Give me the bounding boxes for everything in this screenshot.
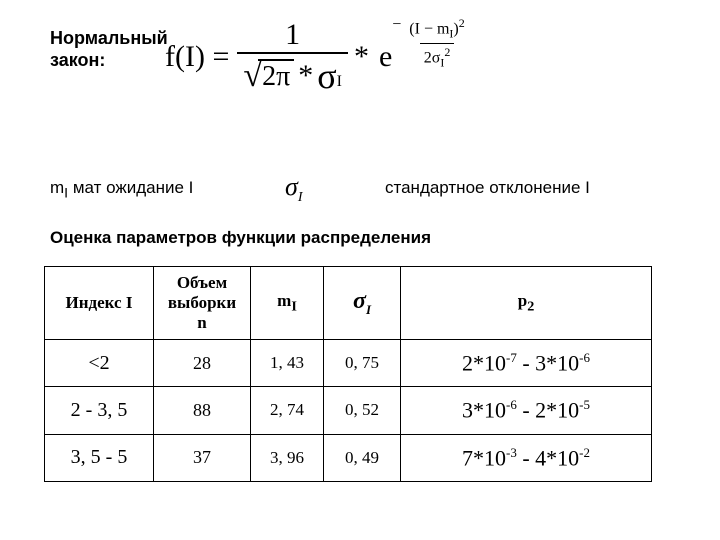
sigma-definition: стандартное отклонение I <box>385 178 590 198</box>
formula-exponent: (I − mI)2 2σI2 <box>405 16 468 70</box>
table-header-row: Индекс I Объем выборки n mI σI p2 <box>45 267 652 340</box>
header-index: Индекс I <box>45 267 154 340</box>
subtitle: Оценка параметров функции распределения <box>50 228 431 248</box>
heading: Нормальный закон: <box>50 28 168 71</box>
cell-sigma: 0, 52 <box>324 387 401 434</box>
formula-star1: * <box>298 61 313 91</box>
cell-p2: 7*10-3 - 4*10-2 <box>401 434 652 481</box>
cell-sigma: 0, 75 <box>324 340 401 387</box>
formula-sigma-sub: I <box>337 74 342 90</box>
cell-n: 28 <box>154 340 251 387</box>
cell-idx: <2 <box>45 340 154 387</box>
cell-idx: 3, 5 - 5 <box>45 434 154 481</box>
formula-exp-neg: − <box>392 16 401 34</box>
cell-m: 2, 74 <box>251 387 324 434</box>
header-sigma: σI <box>324 267 401 340</box>
table-row: 3, 5 - 5 37 3, 96 0, 49 7*10-3 - 4*10-2 <box>45 434 652 481</box>
parameter-definitions: mI мат ожидание I σI стандартное отклоне… <box>50 178 670 201</box>
sigma-symbol: σI <box>285 172 303 206</box>
formula-e: e <box>379 40 392 74</box>
table-body: <2 28 1, 43 0, 75 2*10-7 - 3*10-6 2 - 3,… <box>45 340 652 482</box>
cell-n: 37 <box>154 434 251 481</box>
cell-p2: 2*10-7 - 3*10-6 <box>401 340 652 387</box>
m-definition: mI мат ожидание I <box>50 178 193 201</box>
heading-line1: Нормальный <box>50 28 168 48</box>
table-row: <2 28 1, 43 0, 75 2*10-7 - 3*10-6 <box>45 340 652 387</box>
formula-star2: * <box>354 40 369 74</box>
formula-2pi: 2π <box>262 63 290 91</box>
formula-sigma: σ <box>317 58 336 94</box>
formula: f(I) = 1 √ 2π * σ I * e − (I − m <box>165 20 469 94</box>
parameters-table: Индекс I Объем выборки n mI σI p2 <2 28 … <box>44 266 652 482</box>
header-m: mI <box>251 267 324 340</box>
cell-sigma: 0, 49 <box>324 434 401 481</box>
formula-denominator: √ 2π * σ I <box>237 52 348 94</box>
header-n: Объем выборки n <box>154 267 251 340</box>
cell-m: 3, 96 <box>251 434 324 481</box>
cell-m: 1, 43 <box>251 340 324 387</box>
heading-line2: закон: <box>50 50 105 70</box>
header-p2: p2 <box>401 267 652 340</box>
formula-main-fraction: 1 √ 2π * σ I <box>237 20 348 94</box>
formula-lhs: f(I) = <box>165 40 229 74</box>
formula-numerator: 1 <box>279 20 306 52</box>
cell-n: 88 <box>154 387 251 434</box>
cell-p2: 3*10-6 - 2*10-5 <box>401 387 652 434</box>
cell-idx: 2 - 3, 5 <box>45 387 154 434</box>
table-row: 2 - 3, 5 88 2, 74 0, 52 3*10-6 - 2*10-5 <box>45 387 652 434</box>
